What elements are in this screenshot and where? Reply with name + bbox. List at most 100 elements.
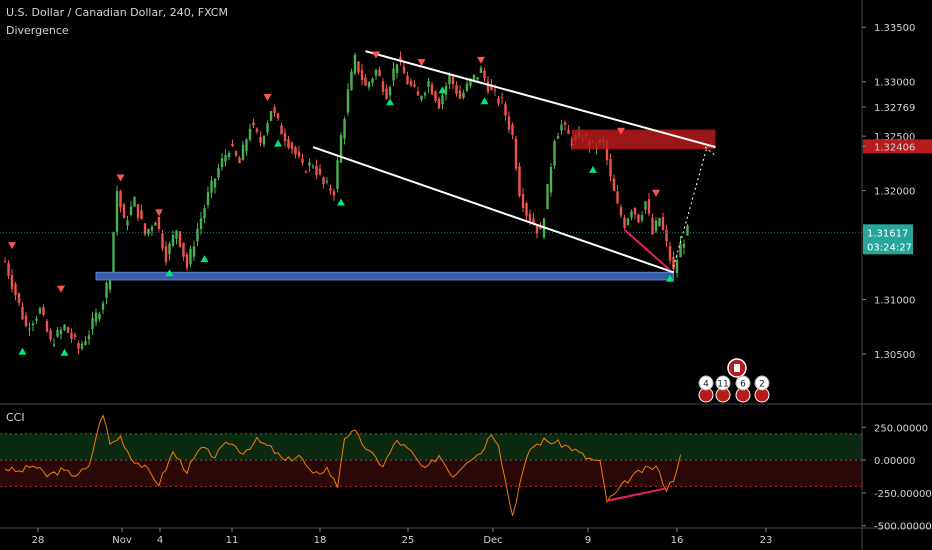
candles bbox=[3, 51, 689, 355]
price-tick-label: 1.33500 bbox=[874, 23, 915, 34]
candle-body bbox=[441, 95, 444, 105]
candle bbox=[126, 215, 129, 231]
candle bbox=[329, 184, 332, 195]
candle bbox=[339, 132, 343, 164]
candle bbox=[122, 202, 126, 219]
sell-marker-icon bbox=[417, 59, 426, 67]
candle bbox=[259, 130, 262, 147]
candle bbox=[255, 127, 259, 135]
calendar-badge: 6 bbox=[735, 375, 751, 403]
candle-body bbox=[374, 69, 378, 76]
badge-circle bbox=[754, 375, 770, 391]
candle-body bbox=[154, 222, 157, 226]
candle bbox=[497, 96, 500, 106]
price-pane[interactable]: 4 11 6 2 bbox=[0, 50, 862, 403]
candle-body bbox=[686, 225, 689, 236]
candle-body bbox=[322, 177, 325, 185]
candle-body bbox=[10, 275, 14, 289]
candle bbox=[626, 217, 630, 226]
candle-body bbox=[241, 144, 245, 161]
candle bbox=[318, 164, 322, 176]
candle bbox=[59, 326, 63, 340]
candle-body bbox=[521, 193, 525, 208]
candle-body bbox=[388, 87, 392, 96]
badge-circle bbox=[698, 375, 714, 391]
candle bbox=[441, 93, 444, 110]
candle bbox=[133, 196, 136, 207]
candle bbox=[42, 304, 45, 317]
candle bbox=[682, 239, 686, 255]
candle bbox=[262, 135, 266, 148]
candle bbox=[385, 84, 388, 100]
candle-body bbox=[612, 178, 616, 191]
price-tick-label: 1.32000 bbox=[874, 187, 915, 198]
candle-body bbox=[563, 122, 567, 125]
candle-body bbox=[476, 77, 479, 80]
candle bbox=[150, 224, 154, 236]
candle bbox=[353, 52, 357, 76]
candle bbox=[115, 185, 119, 236]
candle-body bbox=[87, 335, 91, 340]
candle bbox=[647, 193, 651, 217]
candle bbox=[31, 320, 35, 332]
candle bbox=[220, 153, 224, 171]
buy-marker-icon bbox=[589, 165, 597, 173]
candle-body bbox=[304, 171, 308, 173]
candle-body bbox=[336, 160, 339, 190]
candle-body bbox=[311, 166, 315, 168]
candle bbox=[668, 241, 672, 265]
candle-body bbox=[360, 69, 364, 81]
candle-body bbox=[182, 242, 185, 257]
candle-body bbox=[98, 313, 101, 319]
sell-marker-icon bbox=[477, 56, 485, 64]
candle bbox=[651, 213, 654, 236]
support-zone bbox=[95, 271, 674, 281]
cci-top-space bbox=[0, 405, 862, 434]
sell-marker-icon bbox=[116, 174, 125, 182]
buy-marker-icon bbox=[438, 86, 447, 94]
candle-body bbox=[546, 184, 549, 210]
candle-body bbox=[455, 85, 458, 94]
candle-body bbox=[420, 95, 423, 100]
candle-body bbox=[112, 232, 115, 273]
candle-body bbox=[140, 210, 143, 219]
candle bbox=[416, 86, 420, 96]
price-tick-label: 1.32769 bbox=[874, 103, 915, 114]
candle bbox=[101, 300, 105, 315]
badge-count: 6 bbox=[740, 380, 746, 390]
candle-body bbox=[115, 191, 119, 232]
candle-body bbox=[535, 225, 539, 234]
candle bbox=[175, 230, 178, 245]
candle bbox=[206, 186, 210, 209]
candle-body bbox=[507, 116, 511, 130]
candle bbox=[199, 212, 203, 235]
calendar-badge: 2 bbox=[754, 375, 770, 403]
candle bbox=[378, 66, 381, 77]
candle bbox=[241, 141, 245, 161]
candle bbox=[287, 135, 290, 150]
candle bbox=[661, 212, 665, 231]
candle bbox=[21, 302, 24, 321]
candle bbox=[675, 254, 679, 278]
candle bbox=[301, 153, 304, 166]
candle bbox=[297, 145, 301, 160]
candle-body bbox=[157, 217, 161, 229]
candle bbox=[308, 158, 311, 172]
candle-body bbox=[626, 218, 630, 225]
last-price-tag bbox=[863, 224, 913, 255]
cci-pane[interactable] bbox=[0, 405, 862, 516]
candle bbox=[248, 123, 252, 142]
candle bbox=[189, 245, 192, 267]
candle bbox=[350, 68, 353, 91]
candle-body bbox=[560, 124, 563, 131]
candle-body bbox=[462, 92, 465, 99]
candle bbox=[311, 163, 315, 169]
candle bbox=[619, 204, 623, 218]
candle-body bbox=[609, 159, 612, 177]
candle bbox=[535, 225, 539, 239]
buy-marker-icon bbox=[666, 274, 674, 282]
candle bbox=[665, 224, 668, 247]
candle bbox=[178, 231, 182, 249]
candle-body bbox=[94, 312, 98, 323]
